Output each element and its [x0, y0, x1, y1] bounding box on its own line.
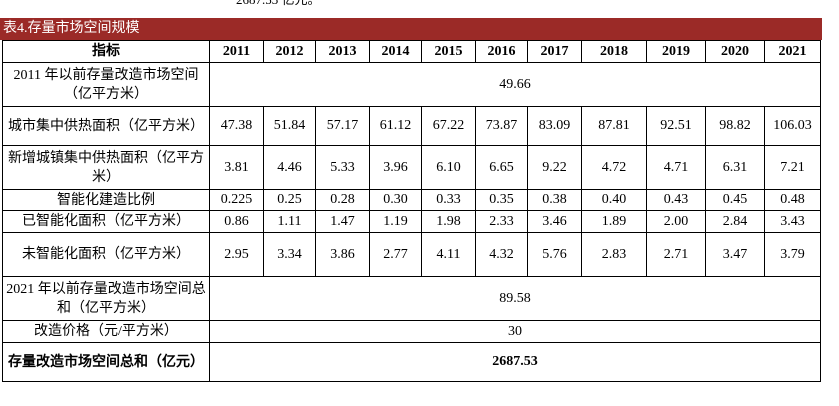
header-indicator: 指标 [2, 40, 210, 63]
merged-value-cell: 89.58 [209, 276, 821, 321]
value-cell: 2.33 [475, 210, 528, 233]
value-cell: 4.11 [421, 232, 476, 277]
value-cell: 3.46 [527, 210, 582, 233]
table-row: 城市集中供热面积（亿平方米） 47.38 51.84 57.17 61.12 67.22 7… [2, 106, 821, 146]
table-row: 智能化建造比例 0.225 0.25 0.28 0.30 0.33 0.35 0.38 0.40… [2, 189, 821, 211]
value-cell: 51.84 [263, 106, 316, 146]
value-cell: 57.17 [315, 106, 370, 146]
table-row: 2021 年以前存量改造市场空间总和（亿平方米） 89.58 [2, 276, 821, 321]
value-cell: 2.84 [705, 210, 765, 233]
value-cell: 0.86 [209, 210, 264, 233]
row-label: 2021 年以前存量改造市场空间总和（亿平方米） [2, 276, 210, 321]
header-year: 2013 [315, 40, 370, 63]
value-cell: 7.21 [764, 145, 821, 190]
value-cell: 61.12 [369, 106, 422, 146]
table-row: 未智能化面积（亿平方米） 2.95 3.34 3.86 2.77 4.11 4.32 5.76… [2, 232, 821, 277]
value-cell: 1.89 [581, 210, 647, 233]
value-cell: 0.28 [315, 189, 370, 211]
table-row: 新增城镇集中供热面积（亿平方米） 3.81 4.46 5.33 3.96 6.10 6.65… [2, 145, 821, 190]
value-cell: 3.43 [764, 210, 821, 233]
value-cell: 5.76 [527, 232, 582, 277]
value-cell: 2.77 [369, 232, 422, 277]
value-cell: 0.35 [475, 189, 528, 211]
value-cell: 0.25 [263, 189, 316, 211]
value-cell: 1.47 [315, 210, 370, 233]
value-cell: 0.30 [369, 189, 422, 211]
value-cell: 3.47 [705, 232, 765, 277]
value-cell: 73.87 [475, 106, 528, 146]
value-cell: 4.71 [646, 145, 706, 190]
row-label: 已智能化面积（亿平方米） [2, 210, 210, 233]
value-cell: 9.22 [527, 145, 582, 190]
value-cell: 0.38 [527, 189, 582, 211]
header-year: 2021 [764, 40, 821, 63]
value-cell: 3.81 [209, 145, 264, 190]
header-row: 指标 2011 2012 2013 2014 2015 2016 2017 2018 2019 20… [2, 40, 821, 63]
header-year: 2014 [369, 40, 422, 63]
row-label: 2011 年以前存量改造市场空间（亿平方米） [2, 62, 210, 107]
row-label: 智能化建造比例 [2, 189, 210, 211]
value-cell: 2.95 [209, 232, 264, 277]
header-year: 2020 [705, 40, 765, 63]
table-row: 存量改造市场空间总和（亿元） 2687.53 [2, 342, 821, 382]
value-cell: 98.82 [705, 106, 765, 146]
value-cell: 83.09 [527, 106, 582, 146]
value-cell: 4.32 [475, 232, 528, 277]
row-label: 改造价格（元/平方米） [2, 320, 210, 343]
value-cell: 4.46 [263, 145, 316, 190]
value-cell: 67.22 [421, 106, 476, 146]
value-cell: 106.03 [764, 106, 821, 146]
value-cell: 3.34 [263, 232, 316, 277]
header-year: 2016 [475, 40, 528, 63]
header-year: 2015 [421, 40, 476, 63]
row-label: 城市集中供热面积（亿平方米） [2, 106, 210, 146]
value-cell: 6.10 [421, 145, 476, 190]
value-cell: 1.98 [421, 210, 476, 233]
value-cell: 2.83 [581, 232, 647, 277]
merged-value-cell: 49.66 [209, 62, 821, 107]
row-label: 未智能化面积（亿平方米） [2, 232, 210, 277]
row-label: 新增城镇集中供热面积（亿平方米） [2, 145, 210, 190]
value-cell: 0.43 [646, 189, 706, 211]
value-cell: 3.96 [369, 145, 422, 190]
value-cell: 0.33 [421, 189, 476, 211]
preceding-text-fragment: 2687.53 亿元。 [236, 0, 321, 8]
table-row: 2011 年以前存量改造市场空间（亿平方米） 49.66 [2, 62, 821, 107]
value-cell: 1.19 [369, 210, 422, 233]
table-row: 已智能化面积（亿平方米） 0.86 1.11 1.47 1.19 1.98 2.33 3.46… [2, 210, 821, 233]
value-cell: 3.79 [764, 232, 821, 277]
stock-market-space-table: 指标 2011 2012 2013 2014 2015 2016 2017 2018 2019 20… [2, 40, 821, 382]
merged-value-cell: 30 [209, 320, 821, 343]
value-cell: 0.40 [581, 189, 647, 211]
value-cell: 6.31 [705, 145, 765, 190]
value-cell: 0.48 [764, 189, 821, 211]
header-year: 2012 [263, 40, 316, 63]
header-year: 2019 [646, 40, 706, 63]
value-cell: 92.51 [646, 106, 706, 146]
value-cell: 6.65 [475, 145, 528, 190]
value-cell: 2.71 [646, 232, 706, 277]
value-cell: 0.45 [705, 189, 765, 211]
header-year: 2018 [581, 40, 647, 63]
value-cell: 1.11 [263, 210, 316, 233]
header-year: 2011 [209, 40, 264, 63]
value-cell: 47.38 [209, 106, 264, 146]
value-cell: 5.33 [315, 145, 370, 190]
value-cell: 4.72 [581, 145, 647, 190]
table-row: 改造价格（元/平方米） 30 [2, 320, 821, 343]
merged-value-cell: 2687.53 [209, 342, 821, 382]
value-cell: 3.86 [315, 232, 370, 277]
row-label: 存量改造市场空间总和（亿元） [2, 342, 210, 382]
table-title: 表4.存量市场空间规模 [0, 18, 822, 40]
header-year: 2017 [527, 40, 582, 63]
value-cell: 0.225 [209, 189, 264, 211]
value-cell: 87.81 [581, 106, 647, 146]
value-cell: 2.00 [646, 210, 706, 233]
